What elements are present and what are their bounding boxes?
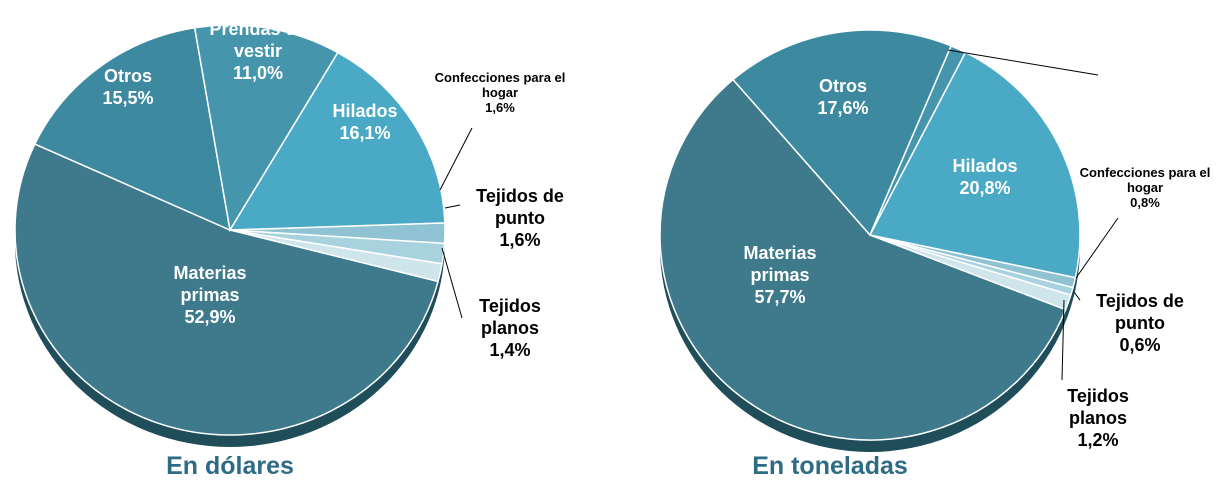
slice-name: Confecciones para el hogar: [1079, 165, 1211, 195]
slice-value: 1,6%: [499, 230, 541, 250]
leader-line: [1075, 217, 1119, 279]
slice-value: 15,5%: [102, 88, 154, 108]
slice-value: 11,0%: [232, 63, 284, 83]
slice-label: Confecciones para el hogar 0,8%: [1075, 165, 1215, 210]
leader-line: [444, 204, 461, 209]
leader-line: [1061, 299, 1065, 381]
slice-name: Materias primas: [173, 263, 247, 305]
slice-name: Prendas de vestir: [1101, 59, 1199, 101]
slice-value: 1,2%: [1129, 103, 1171, 123]
slice-label: Otros 15,5%: [83, 65, 173, 109]
pie-slice: [228, 51, 446, 231]
slice-label: Confecciones para el hogar 1,6%: [430, 70, 570, 115]
pie-slice: [731, 29, 953, 237]
slice-value: 0,8%: [1130, 195, 1160, 210]
slice-name: Otros: [103, 66, 152, 86]
slice-label: Materias primas 52,9%: [155, 262, 265, 328]
pie-slice: [868, 51, 1081, 279]
slice-label: Hilados 16,1%: [315, 100, 415, 144]
slice-name: Hilados: [952, 156, 1018, 176]
slice-name: Tejidos de punto: [476, 186, 564, 228]
slice-label: Tejidos de punto 1,6%: [460, 185, 580, 251]
pie-slice: [33, 26, 231, 232]
slice-label: Tejidos de punto 0,6%: [1080, 290, 1200, 356]
slice-label: Prendas de vestir 11,0%: [203, 18, 313, 84]
pie-slice: [193, 24, 339, 233]
leader-line: [439, 127, 473, 191]
pie-slice: [659, 78, 1067, 441]
slice-label: Hilados 20,8%: [935, 155, 1035, 199]
slice-name: Tejidos de punto: [1096, 291, 1184, 333]
leader-line: [1073, 291, 1081, 301]
slice-value: 20,8%: [959, 178, 1011, 198]
slice-name: Hilados: [332, 101, 398, 121]
slice-name: Prendas de vestir: [209, 19, 307, 61]
slice-label: Tejidos planos 1,2%: [1048, 385, 1148, 451]
slice-label: Tejidos planos 1,4%: [460, 295, 560, 361]
slice-value: 1,4%: [489, 340, 531, 360]
slice-name: Confecciones para el hogar: [434, 70, 566, 100]
slice-value: 17,6%: [817, 98, 869, 118]
chart-title: En toneladas: [752, 452, 908, 480]
chart-title: En dólares: [166, 452, 294, 480]
slice-label: Prendas de vestir 1,2%: [1095, 58, 1205, 124]
slice-value: 52,9%: [184, 307, 236, 327]
pie-slice: [14, 143, 440, 436]
slice-label: Materias primas 57,7%: [725, 242, 835, 308]
slice-name: Otros: [818, 76, 867, 96]
slice-value: 0,6%: [1119, 335, 1161, 355]
leader-line: [441, 247, 463, 319]
slice-value: 1,2%: [1077, 430, 1119, 450]
slice-name: Tejidos planos: [1067, 386, 1129, 428]
slice-label: Otros 17,6%: [798, 75, 888, 119]
slice-name: Tejidos planos: [479, 296, 541, 338]
slice-value: 1,6%: [485, 100, 515, 115]
leader-line: [947, 49, 1099, 76]
slice-name: Materias primas: [743, 243, 817, 285]
slice-value: 16,1%: [339, 123, 391, 143]
slice-value: 57,7%: [754, 287, 806, 307]
